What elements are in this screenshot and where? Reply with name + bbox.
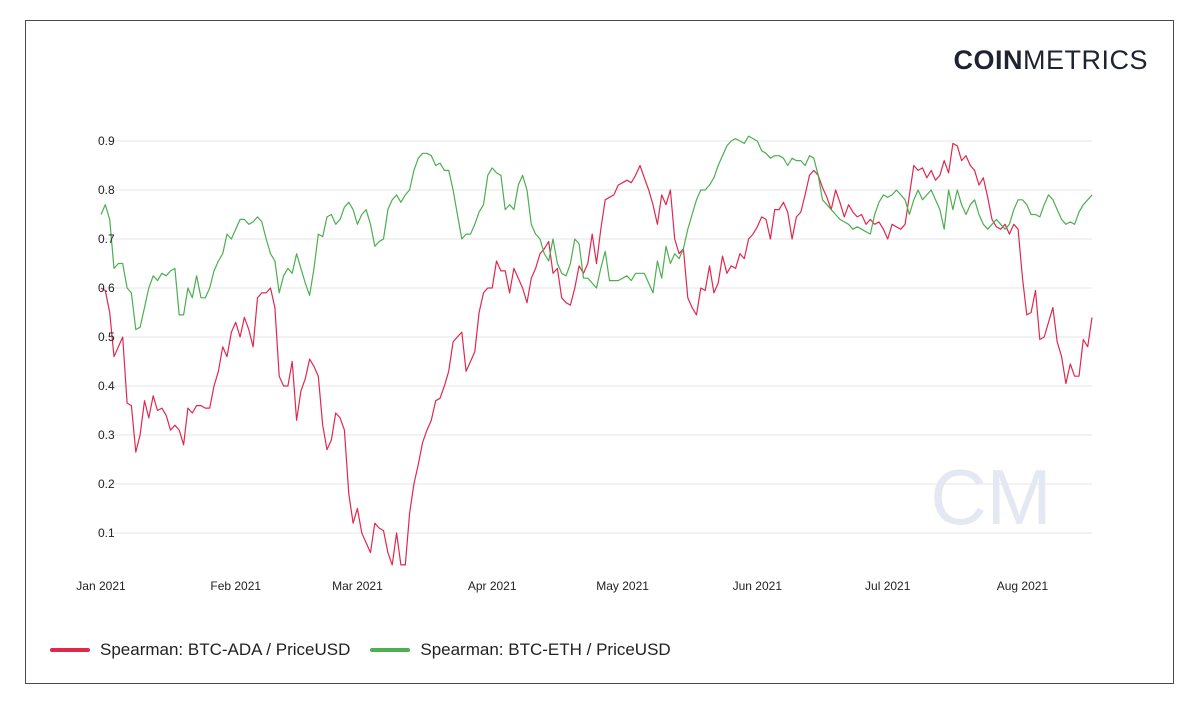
- y-tick-label: 0.9: [98, 134, 115, 148]
- y-tick-label: 0.3: [98, 428, 115, 442]
- watermark-text: CM: [930, 453, 1051, 541]
- legend-item-ada[interactable]: Spearman: BTC-ADA / PriceUSD: [50, 640, 350, 660]
- y-tick-label: 0.2: [98, 477, 115, 491]
- legend: Spearman: BTC-ADA / PriceUSD Spearman: B…: [50, 640, 691, 660]
- y-tick-label: 0.5: [98, 330, 115, 344]
- cm-watermark: CM: [930, 453, 1051, 541]
- series-lines: [100, 135, 1093, 566]
- chart-frame: COINMETRICS CM 0.1 0.2 0.3 0.4 0.5 0.6 0.7 0.8 0…: [25, 20, 1174, 684]
- x-tick-label: Jun 2021: [733, 579, 783, 593]
- legend-label-eth: Spearman: BTC-ETH / PriceUSD: [420, 640, 671, 659]
- x-tick-label: Mar 2021: [332, 579, 383, 593]
- x-tick-label: Feb 2021: [210, 579, 261, 593]
- x-tick-label: Apr 2021: [468, 579, 517, 593]
- series-line-btc-eth[interactable]: [100, 135, 1093, 331]
- legend-label-ada: Spearman: BTC-ADA / PriceUSD: [100, 640, 351, 659]
- y-tick-label: 0.1: [98, 526, 115, 540]
- legend-swatch-ada: [50, 648, 90, 652]
- y-tick-label: 0.6: [98, 281, 115, 295]
- y-axis: 0.1 0.2 0.3 0.4 0.5 0.6 0.7 0.8 0.9: [98, 134, 115, 540]
- correlation-line-chart: CM 0.1 0.2 0.3 0.4 0.5 0.6 0.7 0.8 0.9 Jan 2021 F…: [76, 134, 1093, 593]
- y-tick-label: 0.7: [98, 232, 115, 246]
- series-line-btc-ada[interactable]: [100, 142, 1093, 566]
- x-tick-label: Jan 2021: [76, 579, 126, 593]
- gridlines: [101, 140, 1092, 534]
- y-tick-label: 0.8: [98, 183, 115, 197]
- logo-bold-text: COIN: [953, 45, 1023, 75]
- legend-swatch-eth: [370, 648, 411, 652]
- coinmetrics-logo: COINMETRICS: [954, 45, 1149, 76]
- y-tick-label: 0.4: [98, 379, 115, 393]
- x-tick-label: Jul 2021: [865, 579, 911, 593]
- x-axis: Jan 2021 Feb 2021 Mar 2021 Apr 2021 May 2021…: [76, 579, 1048, 593]
- legend-item-eth[interactable]: Spearman: BTC-ETH / PriceUSD: [370, 640, 671, 660]
- logo-light-text: METRICS: [1023, 45, 1148, 75]
- x-tick-label: Aug 2021: [997, 579, 1049, 593]
- x-tick-label: May 2021: [596, 579, 649, 593]
